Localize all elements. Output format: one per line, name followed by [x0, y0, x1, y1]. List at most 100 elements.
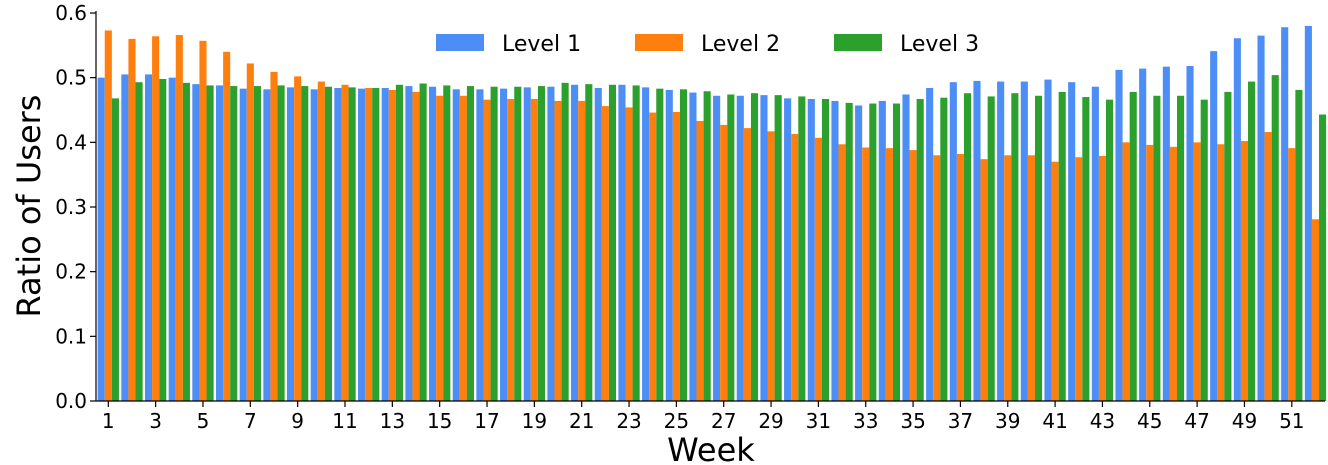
bar-level-3-week-47	[1200, 99, 1208, 402]
bar-level-2-week-44	[1122, 142, 1130, 401]
bar-level-2-week-33	[862, 147, 870, 401]
bar-level-2-week-20	[554, 100, 562, 401]
bar-level-3-week-24	[656, 88, 664, 401]
bar-level-2-week-17	[483, 99, 491, 402]
bar-level-2-week-39	[1004, 155, 1012, 401]
bar-level-3-week-7	[253, 86, 261, 401]
bar-level-3-week-13	[395, 84, 403, 401]
x-tick-label: 13	[380, 409, 405, 433]
bar-level-2-week-36	[933, 155, 941, 401]
bar-level-1-week-48	[1210, 51, 1218, 402]
bar-level-3-week-2	[135, 82, 143, 401]
bar-level-2-week-28	[743, 128, 751, 402]
bar-level-1-week-34	[878, 100, 886, 401]
bar-level-3-week-18	[514, 86, 522, 401]
bar-level-3-week-42	[1082, 97, 1090, 401]
legend-swatch-level-3	[834, 34, 882, 51]
y-tick-label: 0.5	[55, 66, 87, 90]
x-tick-label: 45	[1137, 409, 1162, 433]
bar-level-2-week-10	[317, 81, 325, 402]
bar-level-3-week-36	[940, 97, 948, 402]
bar-level-1-week-15	[429, 86, 437, 401]
x-tick-label: 35	[900, 409, 925, 433]
x-tick-label: 49	[1232, 409, 1257, 433]
bar-level-1-week-42	[1068, 82, 1076, 401]
bar-level-2-week-2	[128, 38, 136, 402]
bar-level-3-week-43	[1105, 99, 1114, 402]
bar-level-1-week-32	[831, 100, 839, 401]
bar-level-1-week-33	[855, 105, 863, 401]
y-tick-label: 0.4	[55, 130, 87, 154]
x-tick-label: 3	[149, 409, 162, 433]
bar-level-1-week-3	[144, 74, 153, 402]
bar-level-3-week-28	[750, 93, 759, 401]
bar-level-2-week-15	[436, 95, 444, 402]
x-tick-label: 23	[616, 409, 641, 433]
x-tick-label: 5	[197, 409, 210, 433]
bar-level-3-week-37	[963, 93, 972, 401]
bar-level-2-week-19	[530, 99, 538, 401]
bar-level-1-week-16	[452, 89, 460, 401]
bar-level-1-week-43	[1091, 86, 1099, 401]
y-tick-label: 0.3	[55, 195, 87, 219]
bar-level-1-week-23	[618, 84, 626, 401]
bar-level-2-week-29	[767, 131, 775, 401]
bar-level-2-week-4	[175, 34, 183, 402]
bar-level-3-week-8	[277, 85, 285, 402]
y-axis-ticks: 0.0 0.1 0.2 0.3 0.4 0.5 0.6	[55, 1, 96, 413]
x-tick-label: 51	[1279, 409, 1304, 433]
bars-layer	[97, 25, 1327, 402]
bar-level-3-week-4	[182, 82, 190, 401]
bar-level-2-week-50	[1264, 131, 1272, 402]
bar-level-1-week-20	[547, 86, 555, 401]
bar-level-1-week-18	[500, 88, 508, 401]
bar-level-2-week-7	[246, 63, 254, 401]
bar-level-1-week-44	[1115, 69, 1123, 401]
bar-level-1-week-39	[997, 81, 1005, 402]
bar-level-2-week-43	[1098, 155, 1106, 401]
bar-level-1-week-4	[168, 77, 176, 402]
bar-level-2-week-51	[1288, 148, 1296, 401]
bar-level-2-week-35	[909, 150, 917, 401]
bar-level-2-week-37	[956, 153, 964, 401]
bar-level-3-week-49	[1248, 81, 1256, 402]
x-tick-label: 15	[427, 409, 452, 433]
bar-level-1-week-7	[239, 88, 247, 401]
bar-level-2-week-14	[412, 91, 420, 401]
bar-level-2-week-31	[814, 137, 822, 401]
bar-level-3-week-30	[798, 96, 806, 402]
bar-level-1-week-46	[1162, 66, 1170, 402]
bar-level-1-week-24	[642, 87, 650, 402]
x-tick-label: 29	[758, 409, 783, 433]
bar-level-2-week-1	[104, 30, 112, 402]
x-tick-label: 17	[474, 409, 499, 433]
bar-level-1-week-11	[334, 88, 342, 401]
bar-level-1-week-28	[736, 95, 744, 402]
bar-level-1-week-50	[1257, 35, 1265, 401]
bar-level-1-week-22	[594, 88, 602, 401]
bar-level-3-week-51	[1295, 89, 1303, 401]
bar-level-2-week-27	[720, 124, 728, 402]
bar-level-2-week-47	[1193, 142, 1201, 401]
x-tick-label: 9	[291, 409, 304, 433]
bar-level-1-week-26	[689, 92, 697, 401]
bar-level-1-week-8	[263, 89, 271, 401]
bar-level-3-week-38	[987, 96, 995, 402]
bar-level-2-week-13	[388, 89, 396, 401]
bar-level-3-week-45	[1153, 95, 1161, 402]
legend: Level 1 Level 2 Level 3	[436, 32, 979, 57]
bar-level-1-week-19	[523, 87, 531, 402]
x-tick-label: 19	[522, 409, 547, 433]
bar-level-1-week-13	[381, 88, 389, 401]
x-tick-label: 7	[244, 409, 257, 433]
bar-level-2-week-46	[1169, 146, 1177, 401]
bar-level-2-week-23	[625, 107, 633, 401]
bar-level-3-week-12	[372, 88, 380, 401]
legend-label-level-3: Level 3	[900, 32, 979, 57]
bar-level-2-week-48	[1217, 144, 1225, 401]
bar-level-3-week-1	[111, 98, 119, 402]
bar-level-2-week-41	[1051, 161, 1059, 401]
x-tick-label: 27	[711, 409, 736, 433]
y-tick-label: 0.6	[55, 1, 87, 25]
x-tick-label: 33	[853, 409, 878, 433]
